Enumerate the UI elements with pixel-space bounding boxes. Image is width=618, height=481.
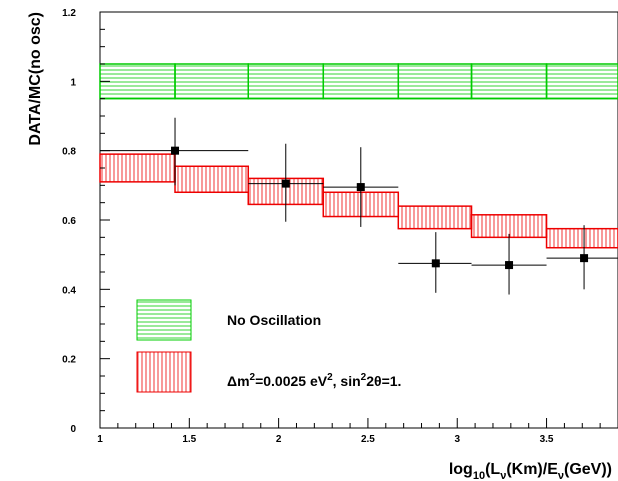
no-osc-band-bin-3 (247, 63, 325, 100)
x-tick-label: 1 (97, 434, 103, 445)
data-point-5 (471, 233, 547, 295)
osc-band-bin-1 (99, 153, 176, 183)
y-tick-label: 0.8 (62, 147, 76, 158)
legend-osc-swatch (136, 351, 192, 393)
y-tick-label: 0 (70, 424, 76, 435)
x-tick-label: 3.5 (540, 434, 554, 445)
data-point-marker (281, 179, 290, 188)
data-point-2 (248, 143, 324, 222)
data-point-marker (171, 146, 180, 155)
data-point-4 (398, 232, 472, 293)
legend-no-osc-swatch (136, 299, 192, 341)
y-axis-title: DATA/MC(no osc) (27, 12, 44, 146)
data-point-6 (546, 225, 618, 290)
y-tick-label: 0.2 (62, 355, 76, 366)
y-axis-ticks: 0 0.2 0.4 0.6 0.8 1 1.2 (62, 8, 110, 435)
no-osc-band-bin-1 (99, 63, 176, 100)
x-tick-label: 2.5 (361, 434, 375, 445)
osc-band-bin-2 (174, 165, 250, 194)
legend: No Oscillation Δm2=0.0025 eV2, sin22θ=1. (136, 299, 401, 393)
no-osc-band-bin-5 (397, 63, 473, 100)
osc-band-bin-5 (397, 205, 473, 230)
no-osc-band-bin-2 (174, 63, 250, 100)
data-point-marker (505, 261, 514, 270)
osc-band-bin-7 (545, 227, 618, 249)
y-tick-label: 1.2 (62, 8, 76, 19)
x-tick-label: 1.5 (182, 434, 196, 445)
no-osc-band-bin-7 (545, 63, 618, 100)
no-oscillation-band (99, 63, 618, 100)
oscillation-band (99, 153, 618, 249)
x-tick-label: 3 (454, 434, 460, 445)
x-tick-label: 2 (276, 434, 282, 445)
data-point-1 (100, 117, 249, 186)
data-point-marker (356, 183, 365, 192)
y-tick-label: 0.4 (62, 285, 76, 296)
data-point-3 (323, 147, 399, 227)
y-tick-label: 1 (70, 77, 76, 88)
legend-osc-label: Δm2=0.0025 eV2, sin22θ=1. (227, 372, 401, 389)
no-osc-band-bin-6 (470, 63, 548, 100)
data-points (100, 117, 618, 295)
no-osc-band-bin-4 (322, 63, 400, 100)
data-point-marker (580, 254, 589, 263)
x-axis-title: log10(Lν(Km)/Eν(GeV)) (449, 461, 612, 481)
y-tick-label: 0.6 (62, 216, 76, 227)
x-axis-ticks: 1 1.5 2 2.5 3 3.5 (97, 418, 618, 445)
legend-no-osc-label: No Oscillation (227, 312, 321, 328)
data-point-marker (431, 259, 440, 268)
